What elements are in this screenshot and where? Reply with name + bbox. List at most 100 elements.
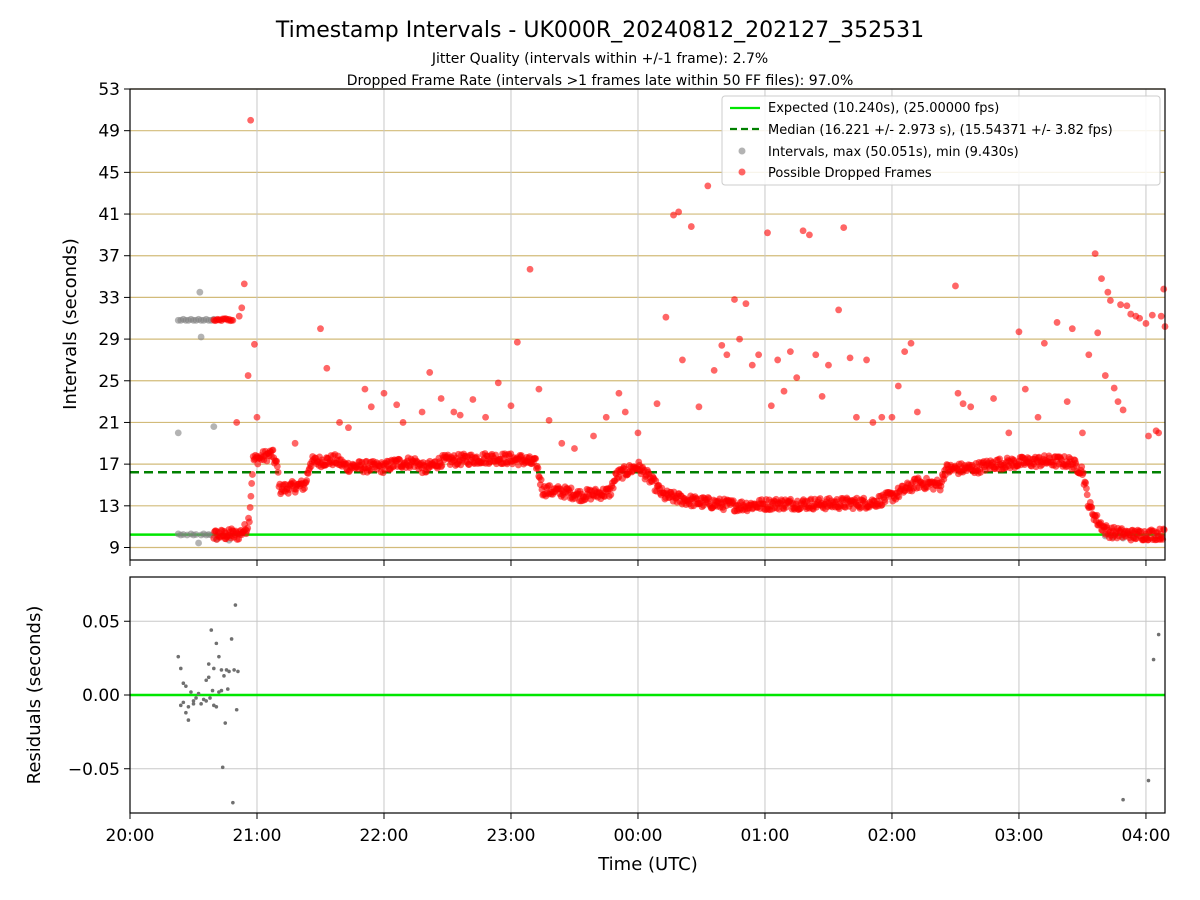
dropped-frame-point [567,484,575,492]
dropped-frame-point [537,476,545,484]
intervals-y-tick-label: 29 [98,330,120,350]
residual-point [186,705,191,709]
dropped-frame-point [1091,250,1099,258]
x-tick-label: 03:00 [994,826,1043,846]
dropped-frame-point [1114,398,1122,406]
dropped-frame-point [1104,288,1112,296]
dropped-frame-point [494,379,502,387]
residual-point [184,710,188,715]
dropped-frame-point [1063,398,1071,406]
dropped-frame-point [1119,406,1127,414]
dropped-frame-point [736,335,743,343]
legend-swatch-dropped [738,168,746,176]
x-tick-label: 21:00 [232,826,281,846]
residuals-y-tick-label: 0.00 [82,686,120,706]
dropped-frame-point [438,462,446,469]
dropped-frame-point [704,182,712,190]
residuals-y-tick-label: −0.05 [68,760,120,780]
residual-point [222,674,226,678]
dropped-frame-point [558,439,566,447]
dropped-frame-point [345,424,352,432]
intervals-y-tick-label: 17 [98,455,120,475]
x-tick-label: 02:00 [867,826,916,846]
dropped-frame-point [835,306,843,314]
dropped-frame-point [1068,325,1076,333]
intervals-y-tick-label: 33 [98,288,120,308]
dropped-frame-point [301,484,308,492]
residuals-y-tick-label: 0.05 [82,612,120,632]
residual-point [231,800,235,805]
intervals-y-axis-label: Intervals (seconds) [60,238,81,410]
residual-point [219,688,224,693]
dropped-frame-point [786,348,794,355]
residual-point [189,690,193,694]
intervals-y-tick-label: 53 [98,80,120,100]
dropped-frame-point [229,316,237,324]
dropped-frame-point [793,374,801,382]
dropped-frame-point [1157,312,1165,320]
residuals-panel: −0.05 0.00 0.05 Residuals (seconds) [24,576,1166,814]
residual-point [229,637,234,641]
residual-point [178,666,183,671]
dropped-frame-point [907,339,915,347]
chart-subtitle-dropped: Dropped Frame Rate (intervals >1 frames … [347,73,854,89]
intervals-y-tick-label: 45 [98,163,120,183]
dropped-frame-point [675,208,683,216]
dropped-frame-point [723,351,731,359]
dropped-frame-point [748,361,756,369]
legend-entry-expected: Expected (10.240s), (25.00000 fps) [768,101,999,116]
residuals-y-axis-label: Residuals (seconds) [24,606,45,785]
dropped-frame-point [1127,310,1135,318]
dropped-frame-point [1101,372,1109,379]
dropped-frame-point [253,413,261,421]
dropped-frame-point [245,518,253,526]
dropped-frame-point [812,351,820,359]
dropped-frame-point [526,265,534,273]
dropped-frame-point [609,484,617,492]
dropped-frame-point [634,429,642,437]
residual-point [219,668,224,672]
dropped-frame-point [1136,314,1144,322]
dropped-frame-point [246,504,254,511]
residuals-points [176,603,1161,805]
dropped-frame-point [1082,479,1090,487]
dropped-frame-point [894,382,902,390]
dropped-frame-point [1148,311,1156,319]
intervals-y-tick-label: 21 [98,413,120,433]
dropped-frame-point [273,463,281,470]
dropped-frame-point [662,313,670,321]
dropped-frame-point [323,364,331,372]
interval-point [197,333,205,341]
residual-point [191,699,196,703]
residual-point [194,696,198,700]
x-axis-label: Time (UTC) [597,854,698,875]
dropped-frame-point [1142,320,1150,327]
residual-point [176,654,181,659]
dropped-frame-point [621,408,629,416]
interval-point [196,288,204,296]
residual-point [181,700,186,705]
dropped-frame-point [513,338,521,346]
intervals-reference-lines [130,471,1165,536]
residual-point [191,702,196,706]
dropped-frame-point [545,416,553,424]
residual-point [1156,632,1161,637]
dropped-frame-point [228,525,235,533]
dropped-frame-point [456,411,464,419]
dropped-frame-point [1117,301,1124,309]
dropped-frame-point [233,419,241,426]
dropped-frame-point [560,493,568,501]
residual-point [217,654,221,659]
chart-title: Timestamp Intervals - UK000R_20240812_20… [275,18,924,43]
dropped-frame-point [607,491,615,499]
dropped-frame-point [1079,429,1086,437]
dropped-frame-point [1110,384,1118,392]
dropped-frame-point [393,401,401,409]
dropped-frame-point [291,439,299,447]
dropped-frame-point [274,468,282,476]
dropped-frame-point [967,403,975,411]
dropped-frame-point [532,455,540,462]
dropped-frame-point [1083,484,1090,492]
residual-point [234,707,239,712]
dropped-frame-point [840,224,848,231]
